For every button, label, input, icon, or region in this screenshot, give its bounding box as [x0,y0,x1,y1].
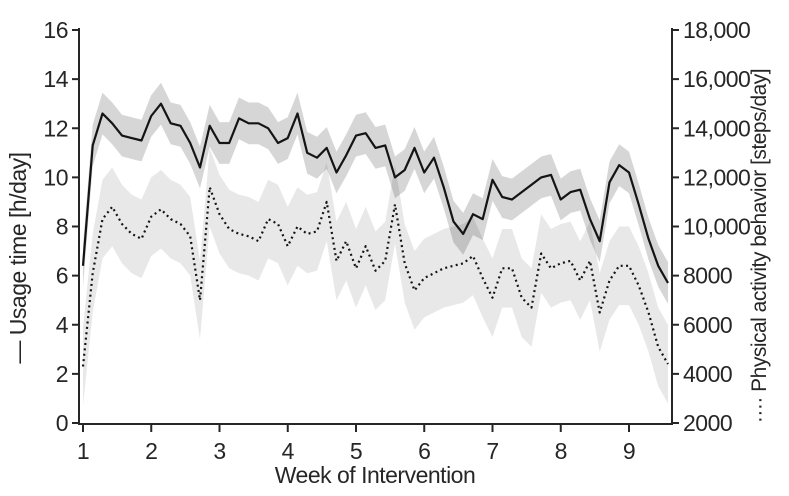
left-tick-label: 16 [43,17,68,43]
right-tick-label: 14,000 [683,115,750,141]
x-tick-label: 4 [282,438,295,464]
right-tick-label: 8000 [683,263,732,289]
right-tick-label: 18,000 [683,17,750,43]
steps-line [81,186,669,367]
tick-labels: 0246810121416200040006000800010,00012,00… [43,17,750,464]
left-tick-label: 14 [43,66,68,92]
usage-line [81,102,669,284]
tick-marks [72,29,679,432]
steps-confidence-band [83,147,668,406]
left-tick-label: 2 [56,361,68,387]
left-tick-label: 12 [43,115,68,141]
x-tick-label: 1 [77,438,89,464]
right-axis-title: ···· Physical activity behavior [steps/d… [748,69,771,423]
usage-confidence-band [83,82,668,304]
x-tick-label: 8 [555,438,567,464]
x-tick-label: 6 [418,438,430,464]
x-axis-title: Week of Intervention [275,462,476,488]
left-tick-label: 8 [56,214,68,240]
x-tick-label: 9 [623,438,635,464]
left-tick-label: 4 [56,312,69,338]
right-tick-label: 12,000 [683,164,750,190]
right-tick-label: 10,000 [683,214,750,240]
left-tick-label: 10 [43,164,68,190]
x-tick-label: 7 [486,438,498,464]
right-tick-label: 6000 [683,312,732,338]
series-lines [81,102,669,367]
x-tick-label: 2 [145,438,157,464]
right-tick-label: 16,000 [683,66,750,92]
left-axis-title: — Usage time [h/day] [5,152,31,363]
right-tick-label: 4000 [683,361,732,387]
left-tick-label: 0 [56,410,68,436]
x-tick-label: 3 [213,438,225,464]
left-tick-label: 6 [56,263,68,289]
right-tick-label: 2000 [683,410,732,436]
confidence-bands [83,82,668,406]
x-tick-label: 5 [350,438,362,464]
